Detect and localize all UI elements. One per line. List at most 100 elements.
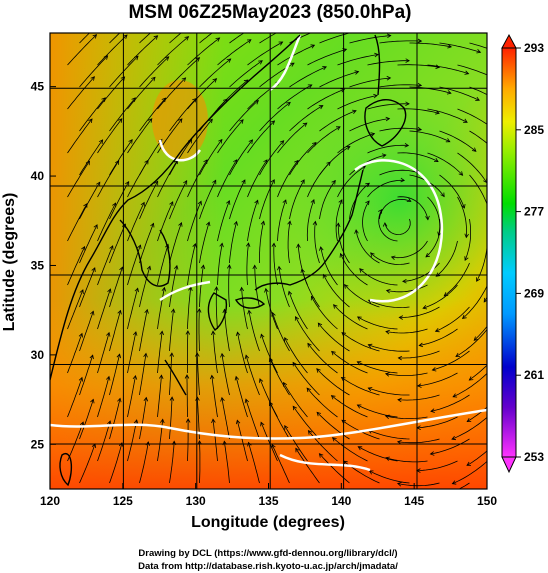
streamline-301 bbox=[79, 443, 96, 484]
streamline-140 bbox=[187, 201, 202, 242]
streamline-112 bbox=[247, 159, 268, 198]
streamline-36 bbox=[229, 60, 263, 88]
streamline-285 bbox=[466, 450, 487, 466]
streamline-297 bbox=[358, 446, 398, 462]
streamline-268 bbox=[385, 415, 428, 419]
streamline-arrow-243 bbox=[143, 352, 148, 358]
streamline-arrow-265 bbox=[306, 387, 311, 393]
streamline-46 bbox=[67, 76, 95, 110]
streamline-arrow-8 bbox=[324, 26, 328, 30]
streamline-133 bbox=[425, 218, 441, 258]
streamline-196 bbox=[67, 289, 84, 330]
y-tick-label-30: 30 bbox=[31, 348, 45, 362]
streamline-4 bbox=[169, 33, 182, 44]
streamline-arrow-244 bbox=[169, 352, 174, 357]
streamline-arrow-210 bbox=[455, 352, 461, 357]
streamline-arrow-47 bbox=[120, 76, 126, 81]
streamline-146 bbox=[362, 200, 370, 242]
streamline-arrow-75 bbox=[525, 157, 529, 161]
streamline-arrow-226 bbox=[78, 332, 83, 338]
streamline-173 bbox=[273, 243, 278, 286]
streamline-arrow-287 bbox=[107, 420, 112, 425]
streamline-313 bbox=[397, 482, 440, 487]
streamline-arrow-197 bbox=[107, 288, 112, 294]
streamline-103 bbox=[439, 174, 465, 209]
streamline-228 bbox=[127, 331, 137, 374]
streamline-arrow-176 bbox=[339, 252, 344, 258]
streamline-194 bbox=[435, 306, 470, 332]
streamline-arrow-12 bbox=[447, 43, 453, 49]
streamline-arrow-54 bbox=[340, 88, 346, 93]
streamline-arrow-97 bbox=[279, 140, 285, 145]
streamline-310 bbox=[319, 453, 350, 484]
streamline-arrow-172 bbox=[245, 242, 251, 247]
streamline-arrow-113 bbox=[294, 159, 299, 165]
x-axis: 120 125 130 135 140 145 150 bbox=[40, 483, 497, 508]
colorbar-max-triangle bbox=[501, 33, 517, 49]
streamline-28 bbox=[427, 64, 469, 75]
streamline-arrow-120 bbox=[495, 234, 499, 238]
streamline-95 bbox=[199, 139, 223, 176]
streamline-arrow-181 bbox=[91, 267, 96, 272]
streamline-arrow-239 bbox=[416, 383, 422, 388]
streamline-115 bbox=[337, 165, 366, 198]
streamline-78 bbox=[127, 118, 153, 154]
streamline-154 bbox=[169, 222, 182, 264]
streamline-182 bbox=[109, 266, 123, 308]
streamline-arrow-119 bbox=[464, 233, 469, 239]
grid bbox=[50, 33, 487, 489]
streamline-309 bbox=[295, 448, 320, 484]
streamline-219 bbox=[295, 316, 320, 352]
streamline-207 bbox=[357, 316, 398, 330]
streamline-arrow-178 bbox=[385, 289, 391, 294]
streamline-arrow-168 bbox=[137, 244, 142, 250]
streamline-arrow-128 bbox=[300, 179, 305, 184]
x-tick-label-140: 140 bbox=[331, 494, 351, 508]
streamline-arrow-142 bbox=[254, 199, 259, 205]
streamline-arrow-85 bbox=[370, 132, 376, 137]
streamline-arrow-246 bbox=[220, 352, 225, 358]
streamline-233 bbox=[260, 334, 278, 374]
streamline-125 bbox=[199, 180, 217, 220]
streamline-arrow-206 bbox=[333, 304, 338, 309]
streamline-arrow-138 bbox=[140, 201, 145, 207]
streamline-arrow-207 bbox=[357, 316, 362, 321]
streamline-arrow-170 bbox=[192, 242, 197, 248]
streamline-251 bbox=[341, 377, 380, 396]
streamline-73 bbox=[439, 130, 477, 152]
streamline-arrow-40 bbox=[386, 75, 392, 81]
streamline-122 bbox=[109, 181, 130, 220]
streamline-199 bbox=[157, 287, 165, 330]
streamline-11 bbox=[379, 40, 422, 44]
streamline-101 bbox=[379, 169, 421, 176]
streamline-arrow-87 bbox=[434, 157, 439, 162]
streamline-arrow-186 bbox=[226, 264, 232, 269]
streamline-91 bbox=[79, 139, 103, 176]
streamline-5 bbox=[199, 33, 213, 44]
streamline-141 bbox=[217, 200, 230, 242]
streamline-arrow-153 bbox=[150, 222, 155, 228]
streamline-arrow-294 bbox=[284, 424, 289, 430]
colorbar: 253 261 269 277 285 293 bbox=[501, 33, 544, 474]
streamline-81 bbox=[217, 119, 244, 154]
streamline-arrow-13 bbox=[476, 49, 482, 54]
streamline-arrow-298 bbox=[385, 456, 390, 461]
streamline-arrow-16 bbox=[92, 34, 98, 39]
streamline-286 bbox=[67, 421, 84, 462]
streamline-49 bbox=[157, 77, 186, 110]
streamline-92 bbox=[109, 139, 133, 176]
streamline-arrow-35 bbox=[226, 58, 232, 63]
streamline-arrow-225 bbox=[468, 376, 474, 381]
streamline-264 bbox=[283, 382, 308, 418]
streamline-14 bbox=[469, 42, 487, 49]
streamline-69 bbox=[319, 110, 357, 132]
streamline-arrow-137 bbox=[112, 202, 117, 208]
streamline-arrow-296 bbox=[331, 437, 337, 442]
streamline-arrow-209 bbox=[418, 342, 424, 348]
streamline-204 bbox=[288, 291, 308, 330]
streamline-arrow-266 bbox=[330, 395, 336, 400]
streamline-arrow-45 bbox=[531, 106, 535, 110]
streamline-arrow-315 bbox=[470, 509, 474, 513]
streamline-arrow-102 bbox=[440, 192, 445, 198]
streamline-arrow-140 bbox=[197, 200, 202, 206]
